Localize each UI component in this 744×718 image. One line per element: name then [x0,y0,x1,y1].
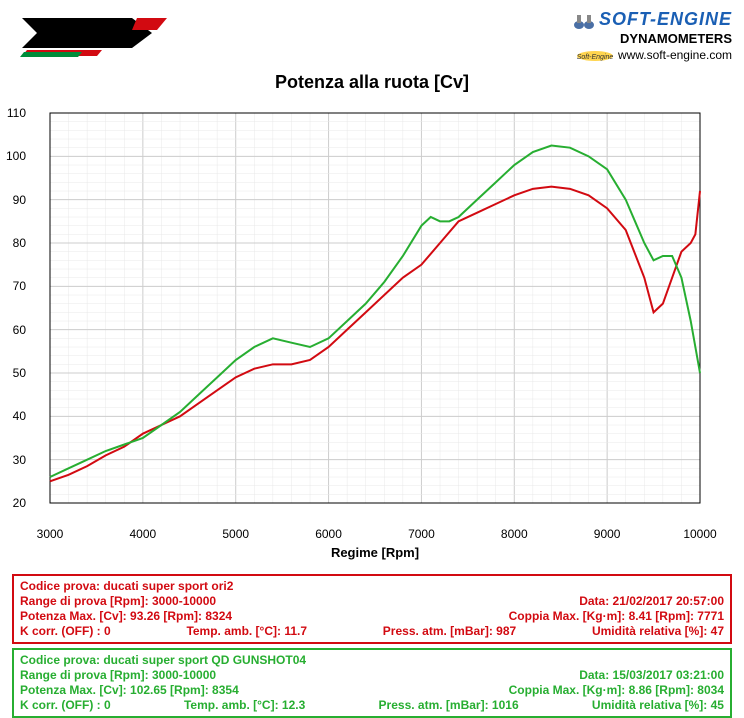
data: Data: 15/03/2017 03:21:00 [579,668,724,683]
kcorr: K corr. (OFF) : 0 [20,624,111,639]
header: SOFT-ENGINE DYNAMOMETERS Soft-Engine www… [0,0,744,68]
x-tick: 5000 [222,527,249,541]
info-box: Codice prova: ducati super sport QD GUNS… [12,648,732,718]
x-axis-label: Regime [Rpm] [30,545,720,560]
umid: Umidità relativa [%]: 45 [592,698,724,713]
svg-text:Soft-Engine: Soft-Engine [577,54,614,61]
x-tick: 4000 [129,527,156,541]
y-tick: 50 [2,366,26,380]
x-tick: 6000 [315,527,342,541]
temp: Temp. amb. [°C]: 11.7 [186,624,307,639]
temp: Temp. amb. [°C]: 12.3 [184,698,305,713]
range: Range di prova [Rpm]: 3000-10000 [20,668,216,683]
y-tick: 80 [2,236,26,250]
coppia: Coppia Max. [Kg·m]: 8.86 [Rpm]: 8034 [509,683,724,698]
y-tick: 40 [2,409,26,423]
umid: Umidità relativa [%]: 47 [592,624,724,639]
potenza: Potenza Max. [Cv]: 102.65 [Rpm]: 8354 [20,683,239,698]
y-tick: 110 [2,106,26,120]
line-chart [30,103,720,523]
info-box: Codice prova: ducati super sport ori2 Ra… [12,574,732,644]
range: Range di prova [Rpm]: 3000-10000 [20,594,216,609]
codice: Codice prova: ducati super sport QD GUNS… [20,653,306,668]
info-boxes: Codice prova: ducati super sport ori2 Ra… [12,574,732,718]
x-tick: 7000 [408,527,435,541]
coppia: Coppia Max. [Kg·m]: 8.41 [Rpm]: 7771 [509,609,724,624]
soft-engine-logo: SOFT-ENGINE DYNAMOMETERS Soft-Engine www… [572,8,732,64]
x-tick: 3000 [37,527,64,541]
press: Press. atm. [mBar]: 1016 [379,698,519,713]
chart-area: 2030405060708090100110 30004000500060007… [30,103,720,523]
kcorr: K corr. (OFF) : 0 [20,698,111,713]
y-tick: 20 [2,496,26,510]
x-tick: 8000 [501,527,528,541]
soft-engine-url: www.soft-engine.com [618,48,732,62]
codice: Codice prova: ducati super sport ori2 [20,579,233,594]
data: Data: 21/02/2017 20:57:00 [579,594,724,609]
x-tick: 10000 [683,527,716,541]
chart-title: Potenza alla ruota [Cv] [0,72,744,93]
y-tick: 30 [2,453,26,467]
x-tick: 9000 [594,527,621,541]
y-tick: 100 [2,149,26,163]
soft-engine-subtitle: DYNAMOMETERS [620,31,732,46]
press: Press. atm. [mBar]: 987 [383,624,516,639]
y-tick: 70 [2,279,26,293]
y-tick: 60 [2,323,26,337]
soft-engine-title: SOFT-ENGINE [599,9,732,29]
y-tick: 90 [2,193,26,207]
qd-logo [12,8,192,58]
potenza: Potenza Max. [Cv]: 93.26 [Rpm]: 8324 [20,609,232,624]
